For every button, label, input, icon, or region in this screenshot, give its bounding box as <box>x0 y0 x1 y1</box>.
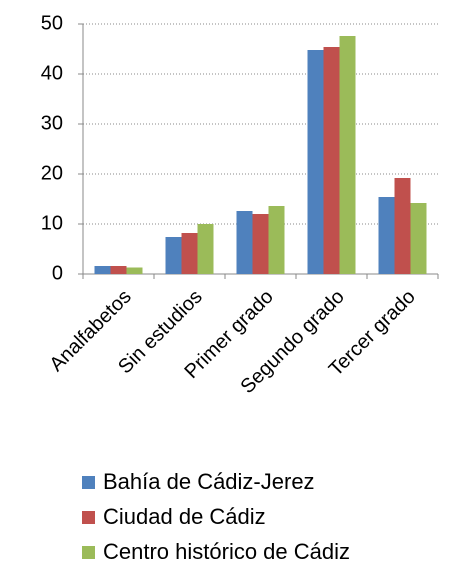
bar <box>110 266 127 274</box>
bar <box>94 266 111 274</box>
bar <box>126 267 143 274</box>
bar <box>307 50 324 274</box>
legend-swatch <box>82 546 95 559</box>
bar <box>165 237 182 274</box>
legend-label: Centro histórico de Cádiz <box>103 539 350 564</box>
bar <box>339 36 356 274</box>
legend-label: Ciudad de Cádiz <box>103 504 266 529</box>
y-tick-label: 0 <box>52 262 63 284</box>
y-tick-label: 20 <box>41 162 63 184</box>
bar <box>268 206 285 274</box>
legend-swatch <box>82 476 95 489</box>
y-tick-label: 10 <box>41 212 63 234</box>
bar <box>394 178 411 274</box>
y-tick-label: 50 <box>41 12 63 34</box>
bar <box>378 197 395 274</box>
bar <box>236 211 253 274</box>
bar <box>410 203 427 274</box>
bar <box>197 224 214 274</box>
legend-label: Bahía de Cádiz-Jerez <box>103 469 315 494</box>
y-tick-label: 40 <box>41 62 63 84</box>
bar <box>252 214 269 274</box>
y-tick-label: 30 <box>41 112 63 134</box>
bar <box>181 233 198 274</box>
bar <box>323 47 340 274</box>
legend-swatch <box>82 511 95 524</box>
